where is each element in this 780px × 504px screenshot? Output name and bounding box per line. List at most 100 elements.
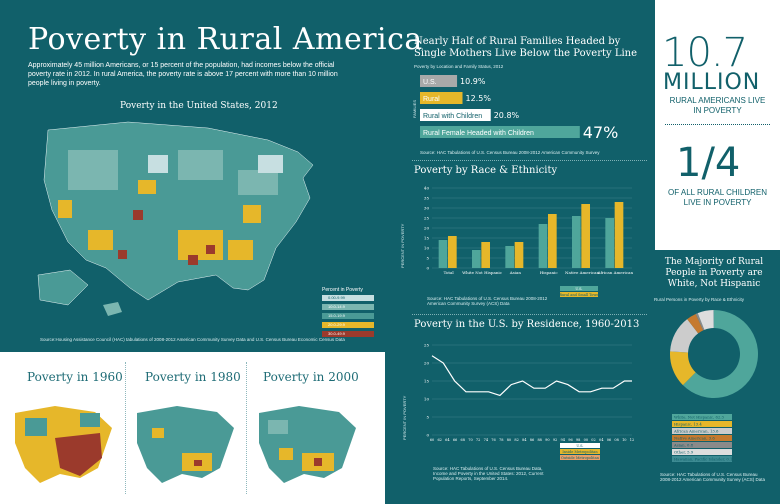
legend-swatch (560, 443, 600, 448)
donut-source: Source: HAC Tabulations of U.S. Census B… (660, 472, 766, 482)
x-tick: 78 (499, 438, 503, 442)
divider (125, 362, 126, 494)
donut-slice (687, 313, 704, 334)
legend-swatch (560, 292, 598, 297)
y-tick: 20 (424, 226, 430, 231)
x-tick: 80 (507, 438, 511, 442)
x-tick: 72 (476, 438, 480, 442)
map-source: Source:Housing Assistance Council (HAC) … (40, 337, 345, 342)
legend-label: African American, 13.6 (673, 429, 719, 434)
donut-chart: White, Not Hispanic, 62.3 Hispanic, 13.4 A… (670, 310, 758, 462)
bar (605, 218, 614, 268)
y-tick: 35 (424, 196, 430, 201)
single-mothers-title: Nearly Half of Rural Families Headed by … (414, 36, 638, 59)
donut-subtitle: Rural Persons in Poverty by Race & Ethni… (654, 297, 745, 302)
donut-slice (695, 313, 705, 331)
legend-item: 20.0-29.9 (322, 322, 374, 328)
bar-value: 12.5% (466, 94, 492, 103)
bar-category: Rural Female Headed with Children (423, 130, 534, 137)
donut-slice (697, 310, 714, 330)
residence-source: Source: HAC Tabulations of U.S. Census B… (433, 466, 544, 481)
x-tick: 60 (430, 438, 434, 442)
stat-caption-2: OF ALL RURAL CHILDREN LIVE IN POVERTY (668, 188, 767, 207)
bar-category: Rural with Children (423, 113, 482, 120)
y-tick: 10 (424, 246, 430, 251)
single-mothers-subtitle: Poverty by Location and Family Status, 2… (414, 64, 504, 69)
single-mothers-chart: U.S. 10.9% Rural 12.5% Rural with Children 20… (420, 75, 619, 142)
bar (448, 236, 457, 268)
bar-category: Rural (423, 96, 440, 103)
bar (420, 126, 580, 138)
x-tick: 62 (437, 438, 441, 442)
bar-value: 20.8% (494, 111, 520, 120)
y-tick: 25 (424, 343, 430, 348)
divider (246, 362, 247, 494)
legend-swatch (672, 435, 732, 441)
x-tick: 08 (614, 438, 618, 442)
x-tick: 92 (553, 438, 557, 442)
us-poverty-map (37, 121, 314, 316)
x-tick: 74 (484, 438, 489, 442)
legend-swatch (560, 449, 600, 454)
bar (438, 240, 448, 268)
bar (514, 242, 524, 268)
legend-label: Rural and Small Town (559, 293, 599, 297)
bar-value: 47% (583, 123, 619, 142)
y-tick: 15 (424, 236, 430, 241)
x-tick: 88 (537, 438, 541, 442)
families-axis-label: FAMILIES (412, 99, 417, 118)
x-tick: 04 (599, 438, 604, 442)
separator (412, 314, 647, 315)
legend-swatch (672, 414, 732, 420)
race-chart: 0 5 10 15 20 25 30 35 40 Total White Not Hispanic A… (424, 186, 634, 297)
legend-label: Hawaiian, Pacific Islander, 0.1 (674, 457, 732, 462)
bar (472, 250, 481, 268)
y-tick: 0 (426, 433, 429, 438)
bar (572, 216, 581, 268)
bar (420, 92, 463, 104)
x-tick: 02 (591, 438, 595, 442)
bar (505, 246, 514, 268)
map-legend: Percent in Poverty 0.00-9.99 10.0-14.9 1… (322, 287, 374, 340)
x-tick: Total (444, 270, 455, 275)
bar (548, 214, 557, 268)
bar-value: 10.9% (460, 77, 486, 86)
x-tick: African American (597, 270, 634, 275)
page-title: Poverty in Rural America (28, 22, 423, 57)
residence-ylabel: PERCENT IN POVERTY (402, 395, 407, 440)
map-2000 (259, 406, 356, 483)
legend-swatch (560, 455, 600, 460)
separator (412, 160, 647, 161)
legend-label: Inside Metropolitan (562, 450, 598, 454)
residence-chart: 0 5 10 15 20 25 60 62 64 66 68 70 72 74 76 78 80 82 84 86 88… (424, 343, 634, 460)
race-title: Poverty by Race & Ethnicity (414, 165, 558, 176)
donut-slice (682, 310, 758, 398)
y-tick: 5 (426, 256, 429, 261)
x-tick: 68 (461, 438, 465, 442)
era-title-1980: Poverty in 1980 (145, 370, 241, 384)
era-title-2000: Poverty in 2000 (263, 370, 359, 384)
donut-title: The Majority of Rural People in Poverty … (664, 257, 764, 289)
legend-swatch (672, 421, 732, 427)
x-tick: Asian (509, 270, 522, 275)
legend-label: U.S. (576, 444, 583, 448)
x-tick: 90 (545, 438, 549, 442)
race-source: Source: HAC Tabulations of U.S. Census B… (427, 296, 548, 306)
legend-item: 15.0-19.9 (322, 313, 374, 319)
y-tick: 10 (424, 397, 430, 402)
x-tick: 96 (568, 438, 572, 442)
legend-swatch (672, 449, 732, 455)
legend-label: Other, 5.9 (674, 450, 694, 455)
x-tick: 10 (622, 438, 626, 442)
y-tick: 40 (424, 186, 430, 191)
series-line (431, 355, 632, 397)
x-tick: 12 (630, 438, 634, 442)
legend-label: White, Not Hispanic, 62.3 (674, 415, 724, 420)
single-mothers-source: Source: HAC Tabulations of U.S. Census B… (420, 150, 600, 155)
divider (665, 124, 770, 125)
residence-title: Poverty in the U.S. by Residence, 1960-2… (414, 319, 640, 330)
x-tick: 98 (576, 438, 580, 442)
race-ylabel: PERCENT IN POVERTY (400, 223, 405, 268)
bar (614, 202, 624, 268)
x-tick: 00 (584, 438, 588, 442)
